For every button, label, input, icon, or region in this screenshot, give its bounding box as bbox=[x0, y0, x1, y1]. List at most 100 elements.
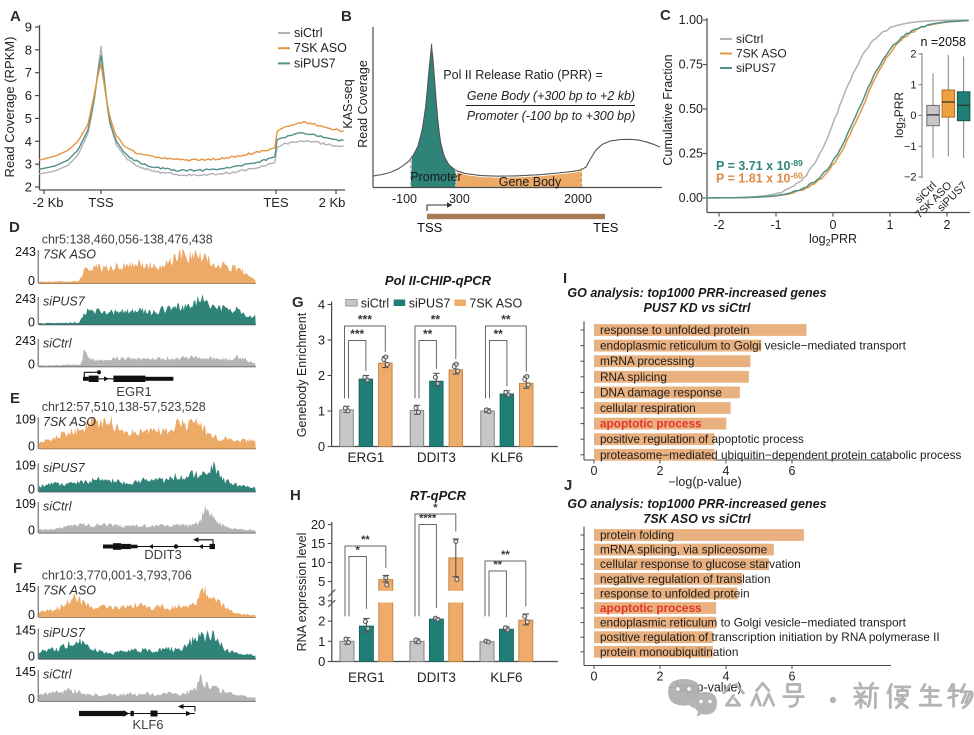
svg-text:KAS-seq: KAS-seq bbox=[341, 79, 355, 128]
svg-text:siPUS7: siPUS7 bbox=[409, 297, 451, 311]
svg-text:DNA damage response: DNA damage response bbox=[600, 385, 722, 399]
svg-text:2: 2 bbox=[657, 464, 664, 478]
svg-text:**: ** bbox=[361, 534, 370, 546]
svg-text:1: 1 bbox=[887, 218, 894, 232]
svg-text:H: H bbox=[290, 487, 301, 504]
svg-text:chr12:57,510,138-57,523,528: chr12:57,510,138-57,523,528 bbox=[42, 400, 206, 414]
svg-text:cellular response to glucose s: cellular response to glucose starvation bbox=[600, 557, 801, 571]
svg-text:GO analysis: top1000 PRR-incre: GO analysis: top1000 PRR-increased genes bbox=[567, 286, 826, 300]
svg-text:**: ** bbox=[423, 327, 433, 341]
svg-text:-1: -1 bbox=[770, 218, 781, 232]
svg-text:siCtrl: siCtrl bbox=[294, 26, 322, 40]
svg-text:7SK ASO: 7SK ASO bbox=[43, 248, 96, 262]
svg-text:0: 0 bbox=[830, 218, 837, 232]
svg-text:1: 1 bbox=[318, 634, 325, 649]
svg-text:mRNA processing: mRNA processing bbox=[600, 354, 694, 368]
svg-text:7SK ASO: 7SK ASO bbox=[43, 584, 96, 598]
svg-text:RNA splicing: RNA splicing bbox=[600, 370, 667, 384]
svg-text:***: *** bbox=[358, 313, 372, 327]
svg-text:siCtrl: siCtrl bbox=[43, 337, 73, 351]
svg-text:10: 10 bbox=[311, 555, 325, 570]
svg-text:6: 6 bbox=[25, 88, 32, 103]
svg-text:siPUS7: siPUS7 bbox=[43, 461, 86, 475]
svg-text:2: 2 bbox=[944, 218, 951, 232]
svg-text:RNA expression level: RNA expression level bbox=[295, 533, 309, 652]
svg-text:Pol II-CHIP-qPCR: Pol II-CHIP-qPCR bbox=[385, 273, 492, 288]
svg-text:endoplasmic reticulum to Golgi: endoplasmic reticulum to Golgi vesicle−m… bbox=[600, 616, 907, 630]
svg-text:I: I bbox=[563, 270, 567, 287]
svg-text:8: 8 bbox=[25, 42, 32, 57]
svg-text:Genebody Enrichment: Genebody Enrichment bbox=[295, 312, 309, 437]
svg-text:DDIT3: DDIT3 bbox=[417, 670, 456, 685]
svg-text:log2PRR: log2PRR bbox=[809, 232, 857, 248]
svg-text:siPUS7: siPUS7 bbox=[43, 295, 86, 309]
svg-text:0: 0 bbox=[910, 110, 916, 122]
svg-text:ERG1: ERG1 bbox=[348, 670, 385, 685]
svg-text:E: E bbox=[10, 390, 20, 407]
svg-text:0: 0 bbox=[28, 439, 35, 453]
svg-text:145: 145 bbox=[15, 624, 36, 638]
svg-text:2 Kb: 2 Kb bbox=[319, 195, 346, 210]
svg-text:Read Coverage: Read Coverage bbox=[356, 60, 370, 148]
svg-text:siCtrl: siCtrl bbox=[43, 500, 73, 514]
svg-text:TES: TES bbox=[593, 220, 619, 235]
svg-text:B: B bbox=[341, 8, 352, 25]
svg-text:Gene Body (+300 bp to +2 kb): Gene Body (+300 bp to +2 kb) bbox=[467, 89, 635, 103]
svg-text:Read Coverage (RPKM): Read Coverage (RPKM) bbox=[2, 37, 17, 178]
svg-text:chr10:3,770,001-3,793,706: chr10:3,770,001-3,793,706 bbox=[42, 569, 192, 583]
svg-text:protein monoubiquitination: protein monoubiquitination bbox=[600, 645, 738, 659]
svg-text:3: 3 bbox=[25, 157, 32, 172]
svg-text:G: G bbox=[292, 294, 304, 311]
svg-text:KLF6: KLF6 bbox=[491, 450, 523, 465]
svg-text:2: 2 bbox=[25, 180, 32, 195]
svg-text:-100: -100 bbox=[392, 192, 417, 206]
svg-text:response to unfolded protein: response to unfolded protein bbox=[600, 323, 750, 337]
svg-text:7SK ASO: 7SK ASO bbox=[736, 47, 787, 61]
svg-text:C: C bbox=[660, 7, 671, 24]
svg-text:apoptotic process: apoptotic process bbox=[600, 417, 702, 431]
svg-text:2: 2 bbox=[657, 670, 664, 684]
svg-text:endoplasmic reticulum to Golgi: endoplasmic reticulum to Golgi vesicle−m… bbox=[600, 339, 907, 353]
svg-text:0: 0 bbox=[318, 654, 325, 669]
svg-text:**: ** bbox=[501, 313, 511, 327]
svg-text:7SK ASO: 7SK ASO bbox=[294, 41, 347, 55]
svg-text:positive regulation of transcr: positive regulation of transcription ini… bbox=[600, 630, 940, 644]
svg-text:7SK ASO vs siCtrl: 7SK ASO vs siCtrl bbox=[643, 512, 751, 526]
svg-text:4: 4 bbox=[723, 670, 730, 684]
svg-text:siPUS7: siPUS7 bbox=[294, 56, 336, 70]
svg-text:positive regulation of apoptot: positive regulation of apoptotic process bbox=[600, 432, 804, 446]
svg-text:−1: −1 bbox=[904, 141, 917, 153]
svg-text:chr5:138,460,056-138,476,438: chr5:138,460,056-138,476,438 bbox=[42, 233, 213, 247]
svg-text:DDIT3: DDIT3 bbox=[144, 547, 182, 562]
svg-text:-2 Kb: -2 Kb bbox=[32, 195, 63, 210]
svg-text:6: 6 bbox=[789, 464, 796, 478]
svg-text:-2: -2 bbox=[713, 218, 724, 232]
svg-text:EGR1: EGR1 bbox=[116, 384, 151, 399]
svg-text:siPUS7: siPUS7 bbox=[736, 61, 776, 75]
svg-text:0: 0 bbox=[28, 692, 35, 706]
svg-text:negative regulation of transla: negative regulation of translation bbox=[600, 572, 771, 586]
svg-text:243: 243 bbox=[15, 245, 36, 259]
svg-text:F: F bbox=[13, 560, 22, 577]
svg-text:0: 0 bbox=[318, 439, 325, 454]
svg-text:J: J bbox=[564, 477, 572, 494]
svg-text:Promoter: Promoter bbox=[410, 170, 461, 184]
svg-text:PUS7 KD vs siCtrl: PUS7 KD vs siCtrl bbox=[644, 301, 752, 315]
svg-text:**: ** bbox=[431, 313, 441, 327]
svg-text:ERG1: ERG1 bbox=[348, 450, 385, 465]
svg-text:145: 145 bbox=[15, 665, 36, 679]
svg-text:109: 109 bbox=[15, 458, 36, 472]
svg-text:0: 0 bbox=[28, 524, 35, 538]
svg-text:2: 2 bbox=[910, 49, 916, 61]
svg-text:15: 15 bbox=[311, 536, 325, 551]
svg-text:6: 6 bbox=[789, 670, 796, 684]
svg-text:20: 20 bbox=[311, 517, 325, 532]
svg-text:0: 0 bbox=[591, 670, 598, 684]
svg-text:1: 1 bbox=[910, 79, 916, 91]
svg-text:−2: −2 bbox=[904, 172, 917, 184]
svg-text:DDIT3: DDIT3 bbox=[417, 450, 456, 465]
svg-text:siPUS7: siPUS7 bbox=[43, 626, 86, 640]
svg-text:1: 1 bbox=[318, 404, 325, 419]
svg-text:0: 0 bbox=[28, 274, 35, 288]
svg-text:P = 1.81 x 10-60: P = 1.81 x 10-60 bbox=[716, 171, 803, 186]
